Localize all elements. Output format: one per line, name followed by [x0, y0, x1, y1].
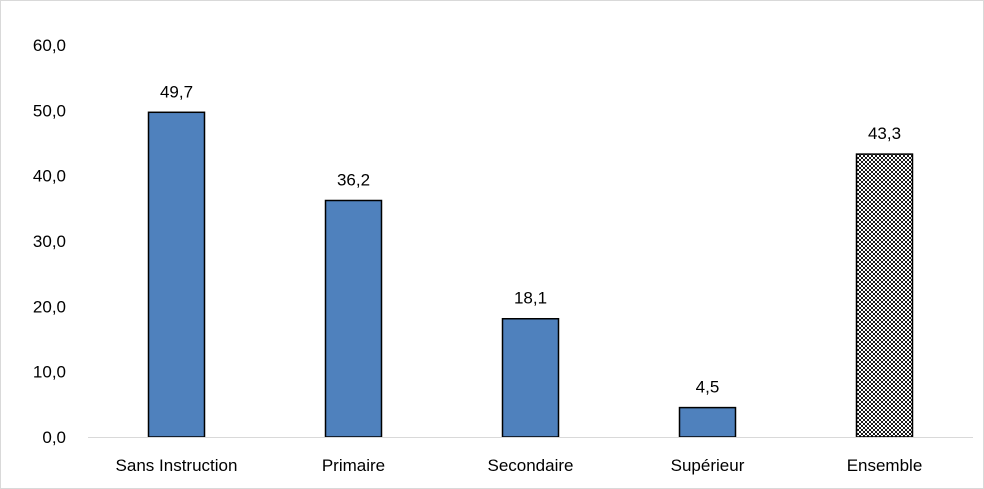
category-label: Primaire	[322, 456, 385, 475]
y-tick-label: 60,0	[33, 36, 66, 55]
category-labels: Sans Instruction Primaire Secondaire Supéri…	[116, 456, 923, 475]
bar-sup-rieur	[678, 406, 737, 438]
data-label: 4,5	[696, 378, 720, 397]
y-tick-label: 20,0	[33, 297, 66, 316]
data-label: 43,3	[868, 124, 901, 143]
y-tick-label: 40,0	[33, 167, 66, 186]
data-label: 36,2	[337, 170, 370, 189]
category-label: Secondaire	[487, 456, 573, 475]
bar-secondaire	[501, 317, 560, 438]
bar-primaire	[324, 199, 383, 438]
bar-ensemble	[855, 153, 914, 438]
category-label: Supérieur	[671, 456, 745, 475]
y-tick-label: 10,0	[33, 363, 66, 382]
category-label: Sans Instruction	[116, 456, 238, 475]
y-tick-label: 30,0	[33, 232, 66, 251]
data-label: 18,1	[514, 289, 547, 308]
data-labels: 49,7 36,2 18,1 4,5 43,3	[160, 82, 901, 396]
data-label: 49,7	[160, 82, 193, 101]
bars	[147, 111, 914, 438]
y-tick-label: 50,0	[33, 101, 66, 120]
category-label: Ensemble	[847, 456, 923, 475]
y-axis-ticks: 0,0 10,0 20,0 30,0 40,0 50,0 60,0	[33, 36, 66, 447]
y-tick-label: 0,0	[42, 428, 66, 447]
bar-sans-instruction	[147, 111, 206, 438]
